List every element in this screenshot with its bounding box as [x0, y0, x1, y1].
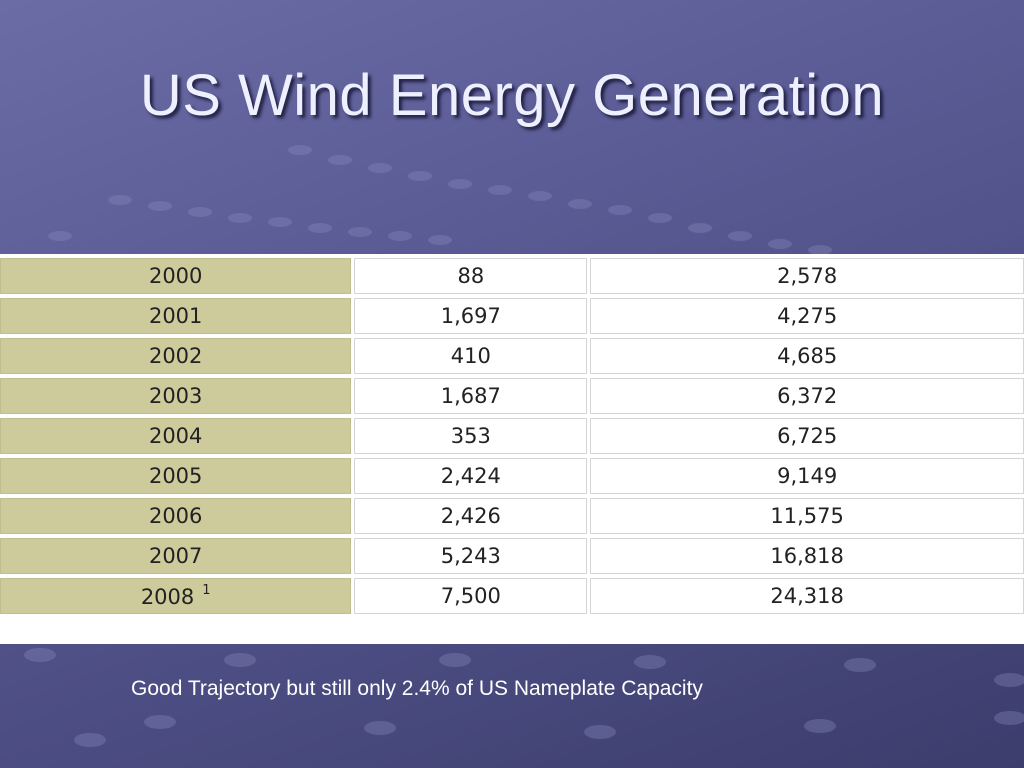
added-capacity-cell: 1,697: [354, 298, 588, 334]
year-cell: 2001: [0, 298, 352, 334]
year-cell: 2000: [0, 258, 352, 294]
year-value: 2000: [148, 264, 203, 288]
table-row: 2005 2,424 9,149: [0, 458, 1024, 494]
footnote-marker: 1: [202, 583, 211, 598]
cumulative-capacity-cell: 16,818: [590, 538, 1024, 574]
table-row: 2004 353 6,725: [0, 418, 1024, 454]
added-capacity-cell: 1,687: [354, 378, 588, 414]
year-value: 2002: [148, 344, 203, 368]
slide-caption: Good Trajectory but still only 2.4% of U…: [131, 677, 703, 700]
year-cell: 2004: [0, 418, 352, 454]
added-capacity-cell: 2,424: [354, 458, 588, 494]
wind-generation-table: 2000 88 2,578 2001 1,697 4,275 2002 410 …: [0, 254, 1024, 644]
table-row: 2007 5,243 16,818: [0, 538, 1024, 574]
table-row: 2001 1,697 4,275: [0, 298, 1024, 334]
table-row: 2008 1 7,500 24,318: [0, 578, 1024, 614]
cumulative-capacity-cell: 4,685: [590, 338, 1024, 374]
cumulative-capacity-cell: 6,372: [590, 378, 1024, 414]
year-value: 2007: [148, 544, 203, 568]
cumulative-capacity-cell: 2,578: [590, 258, 1024, 294]
table-row: 2003 1,687 6,372: [0, 378, 1024, 414]
year-cell: 2007: [0, 538, 352, 574]
cumulative-capacity-cell: 11,575: [590, 498, 1024, 534]
table-row: 2000 88 2,578: [0, 258, 1024, 294]
added-capacity-cell: 410: [354, 338, 588, 374]
year-cell: 2002: [0, 338, 352, 374]
added-capacity-cell: 7,500: [354, 578, 588, 614]
added-capacity-cell: 353: [354, 418, 588, 454]
year-value: 2004: [148, 424, 203, 448]
year-cell: 2006: [0, 498, 352, 534]
year-value: 2008: [140, 585, 195, 609]
added-capacity-cell: 2,426: [354, 498, 588, 534]
year-value: 2006: [148, 504, 203, 528]
data-table: 2000 88 2,578 2001 1,697 4,275 2002 410 …: [0, 254, 1024, 618]
added-capacity-cell: 88: [354, 258, 588, 294]
year-cell: 2005: [0, 458, 352, 494]
cumulative-capacity-cell: 6,725: [590, 418, 1024, 454]
table-row: 2006 2,426 11,575: [0, 498, 1024, 534]
cumulative-capacity-cell: 4,275: [590, 298, 1024, 334]
year-value: 2001: [148, 304, 203, 328]
year-value: 2003: [148, 384, 203, 408]
added-capacity-cell: 5,243: [354, 538, 588, 574]
cumulative-capacity-cell: 9,149: [590, 458, 1024, 494]
cumulative-capacity-cell: 24,318: [590, 578, 1024, 614]
year-cell: 2003: [0, 378, 352, 414]
table-row: 2002 410 4,685: [0, 338, 1024, 374]
year-cell: 2008 1: [0, 578, 352, 614]
slide-title: US Wind Energy Generation: [139, 63, 885, 128]
year-value: 2005: [148, 464, 203, 488]
